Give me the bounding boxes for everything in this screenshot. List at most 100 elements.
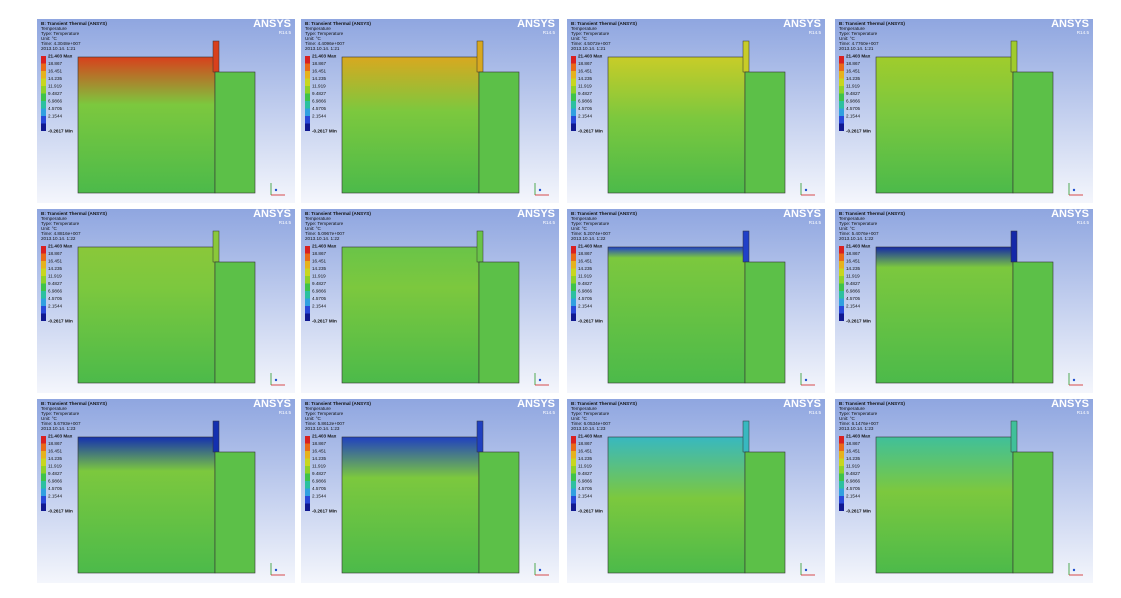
header-text: Type: Temperature: [305, 31, 344, 36]
legend-label: 6.9866: [48, 289, 62, 294]
strip: [476, 420, 484, 453]
legend-swatch: [839, 496, 844, 504]
legend-label: 9.4827: [846, 91, 860, 96]
legend-swatch: [571, 101, 576, 109]
header-text: Unit: °C: [41, 416, 58, 421]
time-text: Time: 5.0967e+007: [305, 231, 345, 236]
legend-swatch: [41, 503, 46, 511]
header-text: Temperature: [571, 26, 597, 31]
legend-swatch: [571, 313, 576, 321]
header-text: B: Transient Thermal (ANSYS): [839, 401, 905, 406]
time-text: Time: 5.8612e+007: [305, 421, 345, 426]
legend-swatch: [839, 451, 844, 459]
header-text: Type: Temperature: [41, 411, 80, 416]
legend-swatch: [305, 306, 310, 314]
triad-z: [804, 378, 808, 382]
legend-swatch: [41, 78, 46, 86]
legend-swatch: [305, 116, 310, 124]
legend-label: 9.4827: [48, 471, 62, 476]
legend-swatch: [41, 496, 46, 504]
legend-label: 14.235: [578, 456, 592, 461]
legend-label: 2.1544: [312, 304, 326, 309]
legend-label: 16.451: [578, 449, 592, 454]
result-panel: B: Transient Thermal (ANSYS)TemperatureT…: [37, 399, 295, 583]
legend-swatch: [839, 261, 844, 269]
legend-swatch: [305, 481, 310, 489]
logo: ANSYS: [517, 399, 555, 410]
legend-swatch: [571, 481, 576, 489]
main-body: [77, 246, 216, 384]
legend-swatch: [839, 246, 844, 254]
legend-label: 6.9866: [578, 289, 592, 294]
legend-swatch: [41, 458, 46, 466]
main-body: [875, 56, 1014, 194]
legend-min: -0.2617 Min: [312, 319, 337, 324]
legend-min: -0.2617 Min: [48, 509, 73, 514]
time-text: Time: 5.4076e+007: [839, 231, 879, 236]
date-text: 2013.10.14. 1:21: [41, 46, 76, 51]
legend-swatch: [571, 93, 576, 101]
header-text: Temperature: [839, 216, 865, 221]
header-text: Type: Temperature: [839, 411, 878, 416]
strip: [1010, 230, 1018, 263]
legend-label: 9.4827: [846, 471, 860, 476]
legend-swatch: [305, 93, 310, 101]
legend-max: 21.403 Max: [578, 434, 603, 439]
legend-label: 4.5705: [578, 486, 592, 491]
legend-max: 21.403 Max: [846, 244, 871, 249]
header-text: Temperature: [41, 26, 67, 31]
legend-swatch: [839, 108, 844, 116]
legend-label: 16.451: [846, 69, 860, 74]
legend-label: 6.9866: [48, 99, 62, 104]
legend-swatch: [839, 458, 844, 466]
result-panel: B: Transient Thermal (ANSYS)TemperatureT…: [835, 19, 1093, 203]
legend-max: 21.403 Max: [48, 434, 73, 439]
legend-min: -0.2617 Min: [48, 319, 73, 324]
legend-swatch: [839, 313, 844, 321]
legend-swatch: [305, 458, 310, 466]
legend-swatch: [839, 466, 844, 474]
header-text: Type: Temperature: [571, 411, 610, 416]
legend-max: 21.403 Max: [48, 244, 73, 249]
legend-label: 2.1544: [48, 114, 62, 119]
strip: [742, 40, 750, 73]
legend-label: 14.235: [578, 76, 592, 81]
legend-swatch: [41, 86, 46, 94]
legend-swatch: [571, 116, 576, 124]
triad-z: [1072, 188, 1076, 192]
strip: [1010, 420, 1018, 453]
legend-label: 6.9866: [846, 289, 860, 294]
legend-swatch: [839, 276, 844, 284]
logo: ANSYS: [253, 19, 291, 30]
strip: [742, 420, 750, 453]
legend-label: 11.919: [578, 84, 592, 89]
legend-label: 2.1544: [48, 304, 62, 309]
result-panel: B: Transient Thermal (ANSYS)TemperatureT…: [301, 399, 559, 583]
legend-label: 2.1544: [846, 304, 860, 309]
header-text: B: Transient Thermal (ANSYS): [571, 21, 637, 26]
legend-swatch: [305, 488, 310, 496]
legend-label: 18.867: [846, 251, 860, 256]
main-body: [875, 246, 1014, 384]
main-body: [341, 56, 480, 194]
legend-label: 16.451: [846, 449, 860, 454]
legend-min: -0.2617 Min: [846, 319, 871, 324]
legend-max: 21.403 Max: [312, 434, 337, 439]
legend-swatch: [571, 268, 576, 276]
triad-z: [274, 568, 278, 572]
legend-swatch: [41, 71, 46, 79]
legend-swatch: [839, 473, 844, 481]
logo-version: R14.5: [279, 220, 292, 225]
legend-swatch: [305, 123, 310, 131]
main-body: [341, 246, 480, 384]
header-text: B: Transient Thermal (ANSYS): [839, 211, 905, 216]
legend-swatch: [41, 291, 46, 299]
legend-label: 9.4827: [846, 281, 860, 286]
legend-swatch: [839, 86, 844, 94]
header-text: Type: Temperature: [839, 31, 878, 36]
strip: [1010, 40, 1018, 73]
legend-label: 14.235: [846, 266, 860, 271]
legend-label: 4.5705: [312, 296, 326, 301]
legend-label: 11.919: [48, 464, 62, 469]
header-text: Temperature: [305, 406, 331, 411]
